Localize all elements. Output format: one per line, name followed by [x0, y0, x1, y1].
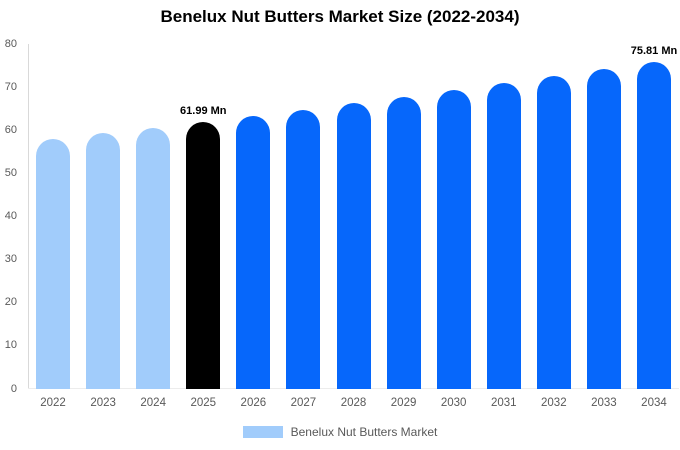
bar-value-label-2025: 61.99 Mn: [180, 104, 227, 117]
y-tick-label-30: 30: [4, 253, 17, 266]
y-tick-label-40: 40: [4, 210, 17, 222]
bar-2027: [286, 109, 321, 389]
x-tick-label-2034: 2034: [641, 397, 667, 409]
x-tick-label-2029: 2029: [390, 397, 417, 409]
bar-slot-2024: [128, 44, 178, 389]
bar-slot-2026: [228, 44, 278, 389]
bar-2024: [136, 127, 171, 389]
y-tick-label-0: 0: [10, 382, 17, 395]
bar-2022: [36, 139, 71, 389]
x-tick-label-2033: 2033: [591, 397, 617, 409]
y-tick-label-60: 60: [4, 123, 17, 136]
bar-2033: [586, 69, 621, 389]
x-tick-label-2032: 2032: [541, 397, 567, 409]
chart-title: Benelux Nut Butters Market Size (2022-20…: [160, 7, 520, 26]
bar-2031: [486, 83, 521, 389]
y-tick-label-20: 20: [4, 296, 17, 309]
bar-2034: [636, 62, 671, 389]
bar-2030: [436, 90, 471, 389]
bar-slot-2029: [379, 44, 429, 389]
y-tick-label-80: 80: [4, 37, 17, 50]
x-tick-label-2031: 2031: [490, 397, 517, 409]
bar-slot-2032: [529, 44, 579, 389]
legend-swatch: [242, 426, 283, 438]
x-tick-label-2023: 2023: [90, 397, 116, 409]
x-tick-label-2027: 2027: [290, 397, 317, 409]
bar-2029: [386, 96, 421, 389]
x-tick-label-2024: 2024: [140, 397, 166, 409]
x-tick-label-2028: 2028: [340, 397, 367, 409]
bar-slot-2022: [28, 44, 78, 389]
legend[interactable]: Benelux Nut Butters Market: [0, 425, 680, 439]
x-tick-label-2025: 2025: [190, 397, 217, 409]
x-tick-label-2022: 2022: [40, 397, 66, 409]
bar-slot-2030: [429, 44, 479, 389]
bar-2026: [236, 115, 271, 389]
y-axis-line: [28, 44, 29, 389]
bar-slot-2028: [328, 44, 378, 389]
bar-slot-2033: [579, 44, 629, 389]
legend-label: Benelux Nut Butters Market: [290, 425, 438, 439]
x-tick-label-2026: 2026: [240, 397, 267, 409]
bar-2023: [86, 133, 121, 389]
bar-2032: [536, 76, 571, 389]
y-tick-label-50: 50: [4, 166, 17, 179]
bar-slot-2034: 75.81 Mn: [629, 44, 679, 389]
bar-value-label-2034: 75.81 Mn: [630, 45, 678, 58]
bar-2025: [186, 121, 221, 389]
y-axis: 0 10 20 30 40 50 60 70 80: [0, 0, 17, 450]
x-axis: 2022 2023 2024 2025 2026 2027 2028 2029 2030 2031…: [28, 397, 679, 409]
bar-2028: [336, 103, 371, 389]
bar-slot-2027: [278, 44, 328, 389]
x-tick-label-2030: 2030: [440, 397, 467, 409]
bar-slot-2025: 61.99 Mn: [178, 44, 228, 389]
y-tick-label-10: 10: [4, 339, 17, 352]
bar-slot-2031: [479, 44, 529, 389]
bar-chart-plot-area: 61.99 Mn 75.81 Mn: [28, 44, 679, 389]
bar-slot-2023: [78, 44, 128, 389]
y-tick-label-70: 70: [4, 80, 17, 93]
